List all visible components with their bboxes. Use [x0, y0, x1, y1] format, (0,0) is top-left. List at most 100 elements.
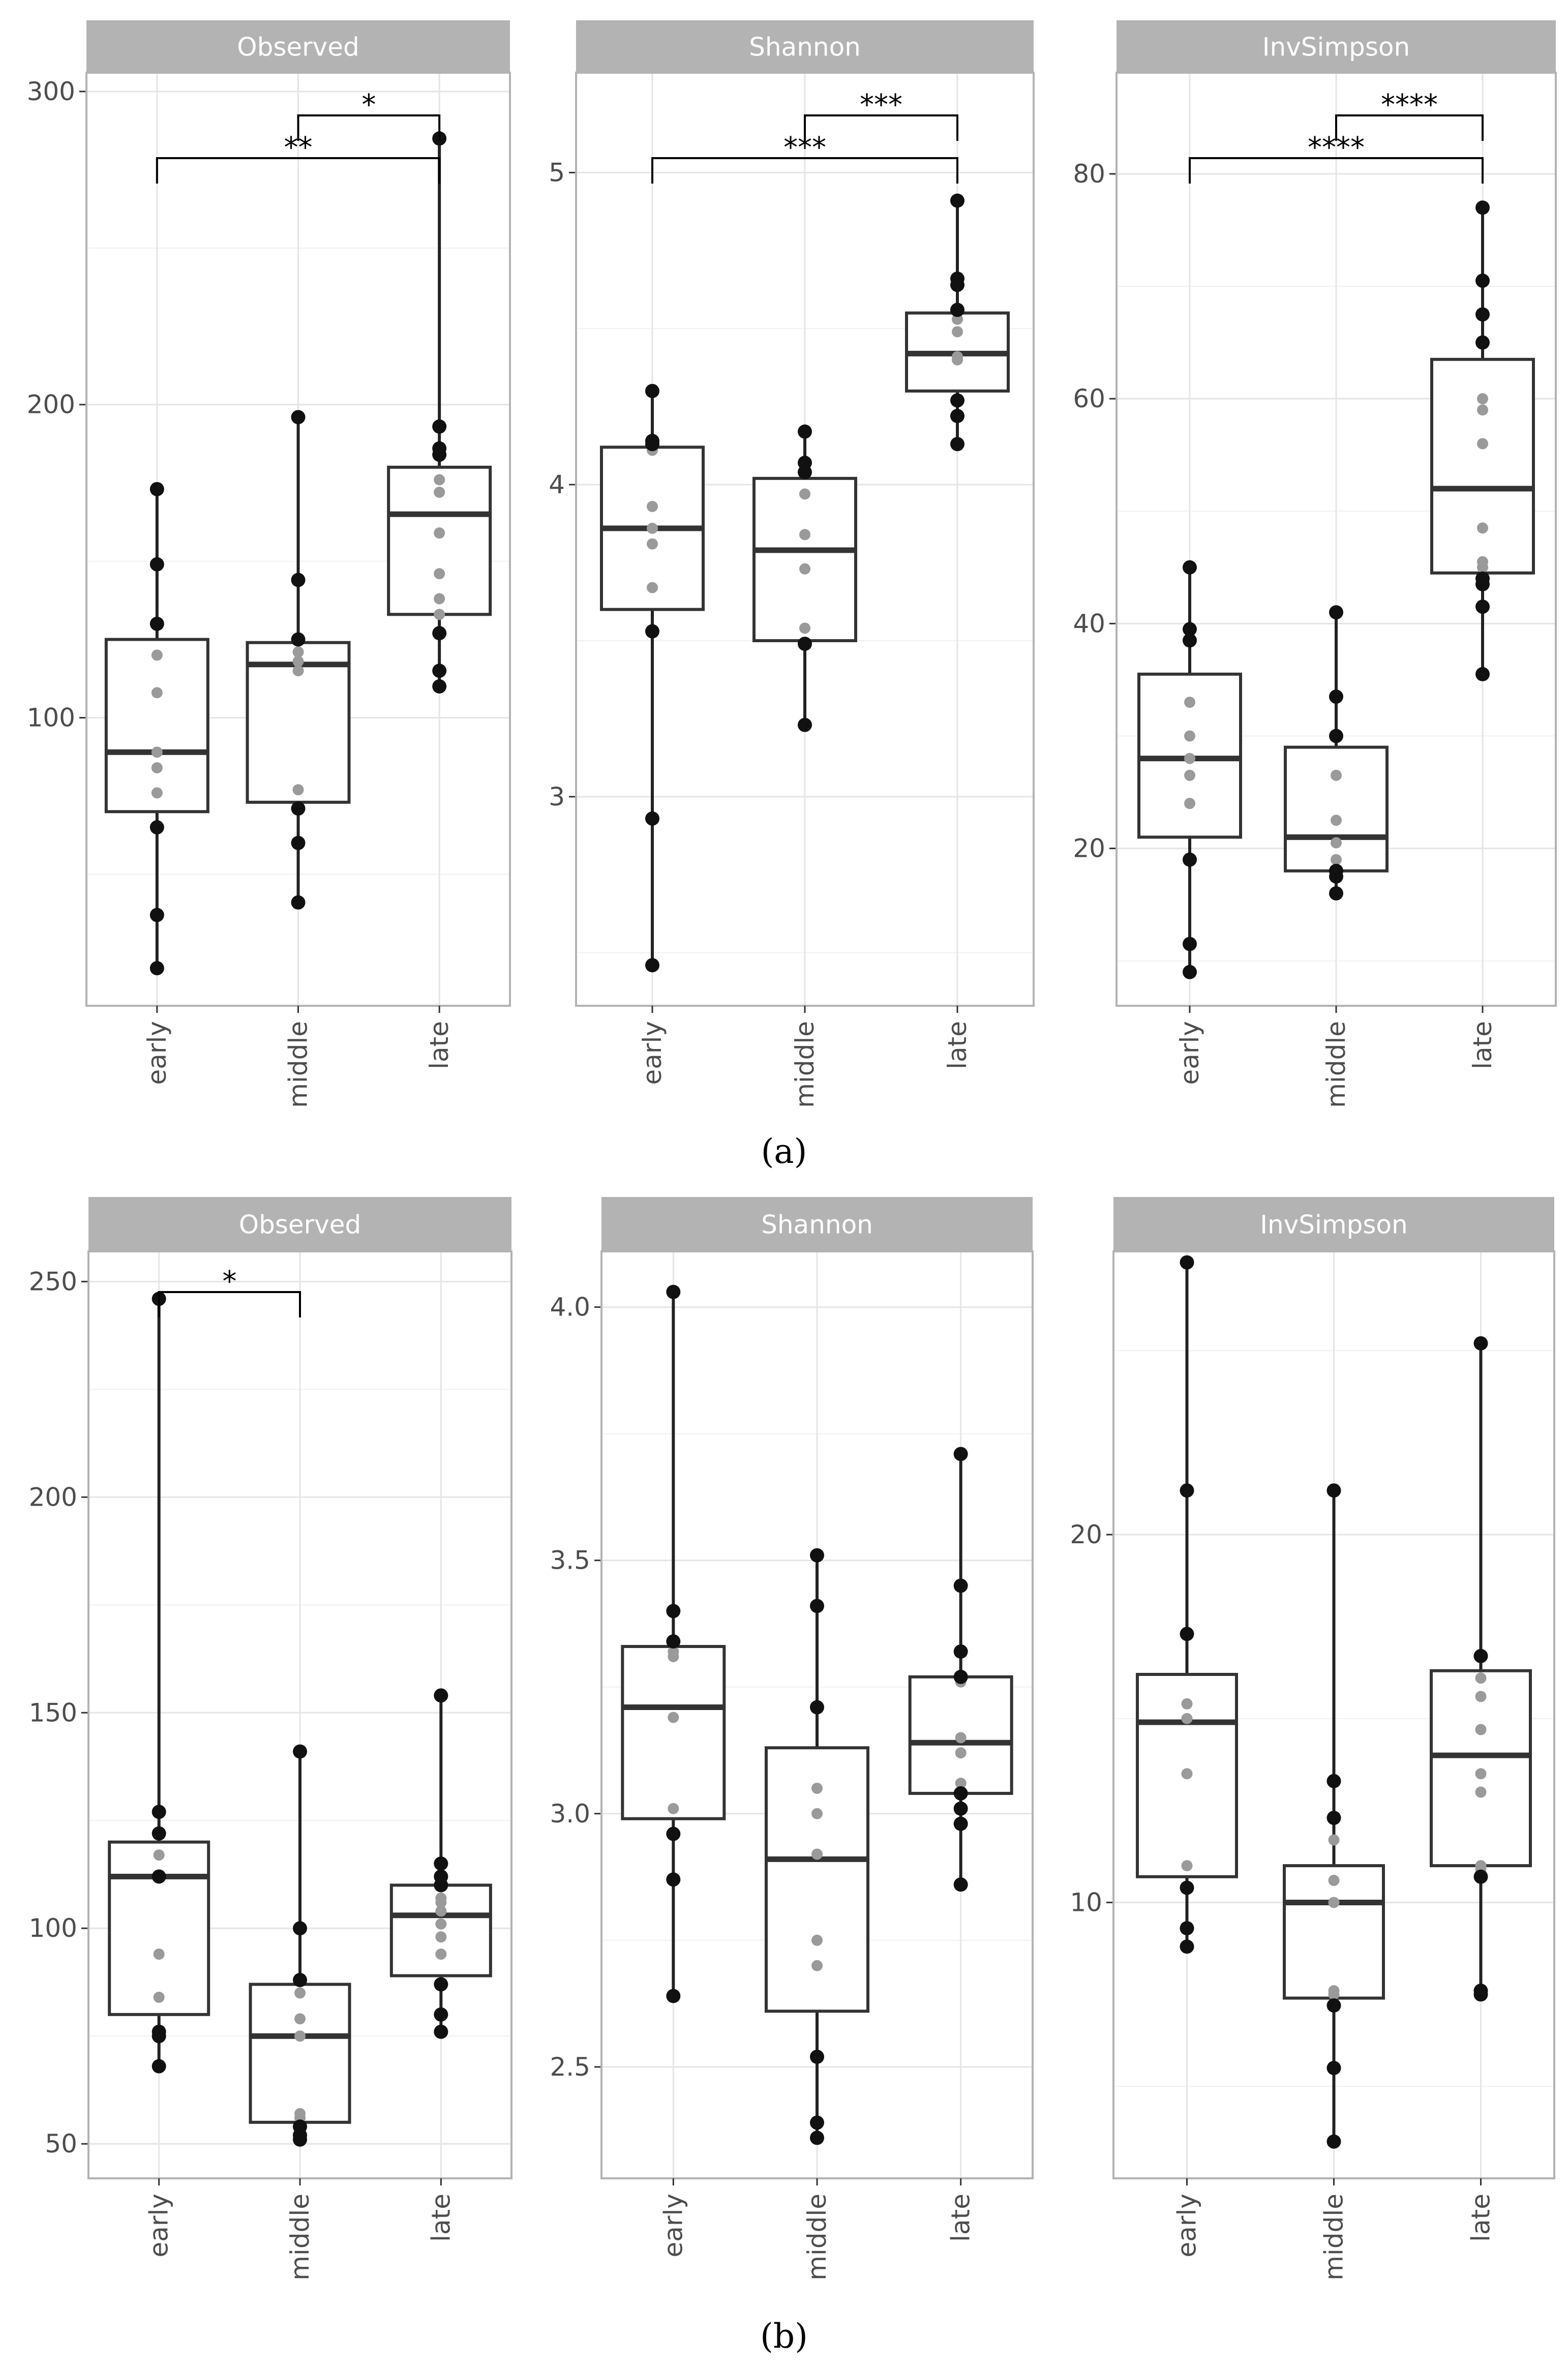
data-point — [153, 1849, 165, 1861]
data-point — [434, 2024, 448, 2039]
y-tick-label: 2.5 — [550, 2052, 590, 2082]
bracket-line — [297, 114, 441, 141]
bracket-line — [158, 1291, 301, 1317]
data-point — [149, 908, 164, 922]
data-point — [152, 2024, 166, 2039]
y-tick-label: 20 — [1070, 1520, 1102, 1549]
data-point — [798, 424, 812, 439]
data-point — [294, 1987, 306, 1999]
data-point — [666, 1872, 681, 1887]
data-point — [294, 2108, 306, 2119]
y-tick-label: 200 — [27, 390, 75, 420]
caption-a: (a) — [761, 1132, 807, 1171]
iqr-box — [1284, 745, 1389, 873]
data-point — [799, 529, 810, 541]
x-tick-label: late — [425, 1021, 454, 1069]
data-point — [647, 582, 658, 593]
data-point — [293, 1744, 307, 1759]
data-point — [291, 632, 306, 647]
data-point — [953, 1578, 968, 1593]
data-point — [645, 811, 659, 826]
data-point — [1181, 1860, 1193, 1872]
data-point — [1184, 730, 1195, 742]
data-point — [432, 679, 447, 694]
data-point — [666, 1284, 681, 1299]
significance-bracket: * — [297, 88, 441, 141]
box-group-early — [108, 1292, 210, 2074]
box-group-late — [1430, 200, 1535, 681]
data-point — [149, 961, 164, 976]
data-point — [645, 624, 659, 639]
y-tick-label: 4.0 — [550, 1293, 590, 1322]
data-point — [151, 649, 163, 661]
data-point — [1326, 1774, 1341, 1788]
data-point — [434, 1688, 448, 1703]
data-point — [292, 665, 304, 677]
box-group-middle — [752, 424, 857, 732]
data-point — [953, 1801, 968, 1816]
data-point — [1475, 274, 1490, 288]
x-tick-label: late — [946, 2194, 976, 2242]
data-point — [1183, 937, 1197, 951]
data-point — [149, 557, 164, 572]
data-point — [953, 1447, 968, 1461]
y-tick-label: 4 — [549, 470, 565, 499]
box-group-early — [1136, 1255, 1238, 1954]
data-point — [291, 835, 306, 850]
facet-title: Shannon — [749, 33, 861, 62]
data-point — [953, 1644, 968, 1659]
data-point — [1180, 1880, 1194, 1895]
data-point — [1183, 560, 1197, 575]
data-point — [435, 1931, 447, 1943]
panel-a-invsimpson: InvSimpson 20 40 60 80 early middle late **** ***… — [1073, 20, 1557, 1108]
data-point — [149, 616, 164, 631]
data-point — [810, 1548, 824, 1563]
data-point — [1475, 600, 1490, 614]
facet-title: Observed — [237, 33, 359, 62]
data-point — [811, 1782, 823, 1794]
data-point — [799, 563, 810, 575]
data-point — [151, 762, 163, 774]
data-point — [668, 1645, 679, 1657]
data-point — [1475, 1672, 1487, 1684]
panel-b-observed: Observed 50 100 150 200 250 early middle late * — [29, 1197, 512, 2281]
data-point — [149, 820, 164, 835]
data-point — [435, 1949, 447, 1960]
x-tick-label: middle — [1319, 2194, 1349, 2281]
y-tick-label: 200 — [29, 1482, 77, 1512]
data-point — [149, 482, 164, 496]
x-tick-label: early — [1175, 1021, 1204, 1085]
box-group-early — [621, 1284, 726, 2003]
facet-strip — [88, 1197, 511, 1251]
box-group-middle — [246, 410, 351, 910]
iqr-box — [108, 1840, 210, 2016]
box-group-late — [389, 1688, 492, 2039]
x-tick-label: early — [142, 1021, 172, 1085]
data-point — [153, 1949, 165, 1960]
data-point — [434, 2007, 448, 2022]
data-point — [647, 501, 658, 513]
data-point — [1475, 1691, 1487, 1702]
data-point — [1475, 1768, 1487, 1780]
data-point — [1181, 1768, 1193, 1780]
data-point — [1475, 200, 1490, 215]
data-point — [1180, 1483, 1194, 1498]
data-point — [668, 1803, 679, 1814]
data-point — [1475, 1786, 1487, 1798]
data-point — [152, 1805, 166, 1819]
significance-label: ** — [284, 131, 313, 164]
data-point — [435, 1892, 447, 1904]
data-point — [950, 193, 964, 208]
x-tick-label: late — [426, 2194, 456, 2242]
box-group-middle — [765, 1548, 869, 2145]
data-point — [810, 2049, 824, 2064]
data-point — [666, 1634, 681, 1649]
data-point — [950, 272, 964, 286]
x-tick-label: early — [638, 1021, 667, 1085]
data-point — [153, 1991, 165, 2003]
data-point — [1328, 1834, 1340, 1846]
data-point — [1329, 863, 1343, 878]
data-point — [1326, 1483, 1341, 1498]
data-point — [952, 351, 963, 363]
y-tick-label: 10 — [1070, 1887, 1102, 1917]
